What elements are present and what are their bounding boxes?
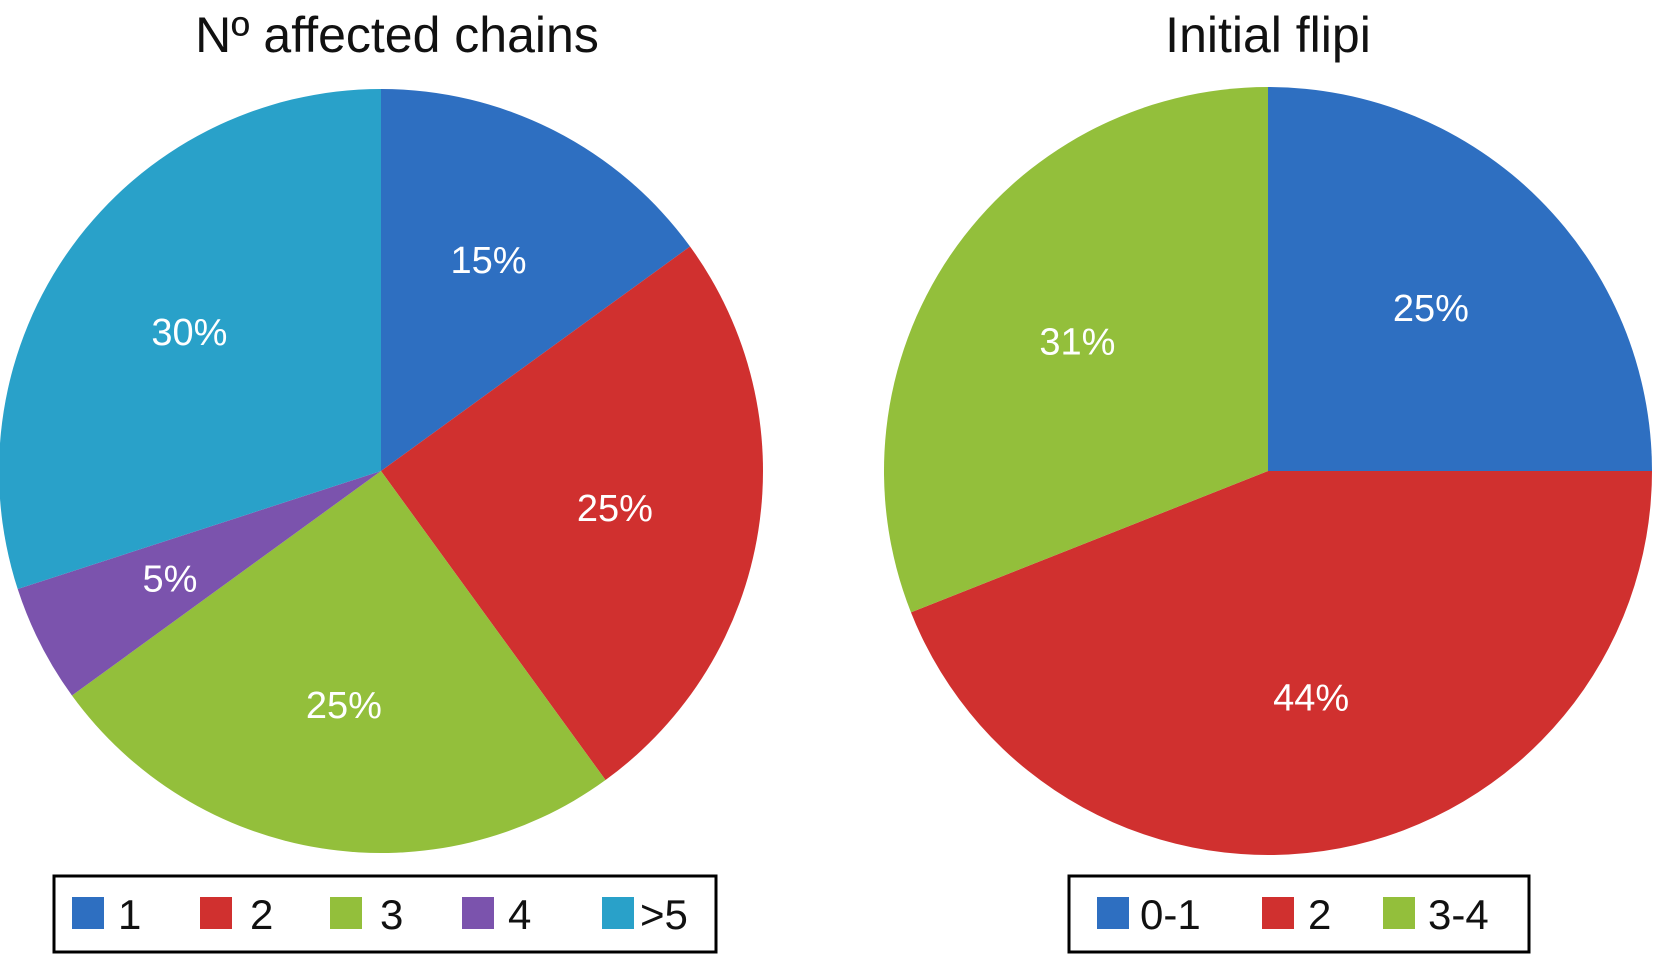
legend-swatch-0-4: [602, 897, 634, 929]
legend-initial-flipi: 0-1 2 3-4: [1097, 891, 1489, 938]
legend-label-0-4: >5: [640, 891, 688, 938]
legend-box-initial-flipi: [1067, 874, 1531, 954]
legend-label-0-3: 4: [508, 891, 531, 938]
slice-label-0-2: 25%: [306, 685, 382, 727]
legend-label-1-1: 2: [1308, 891, 1331, 938]
legend-swatch-1-0: [1097, 897, 1129, 929]
pie-slice-0-2: [71, 471, 606, 854]
legend-swatch-0-3: [462, 897, 494, 929]
pie-slice-1-2: [884, 87, 1268, 613]
legend-label-1-0: 0-1: [1140, 891, 1201, 938]
slice-labels-initial-flipi: 25% 44% 31%: [1039, 288, 1469, 719]
chart-title-initial-flipi: Initial flipi: [1165, 7, 1371, 63]
pie-slice-0-4: [0, 89, 381, 590]
chart-title-affected-chains: Nº affected chains: [195, 7, 599, 63]
pie-slice-0-0: [381, 89, 691, 471]
legend-swatch-0-0: [72, 897, 104, 929]
legend-affected-chains: 1 2 3 4 >5: [72, 891, 688, 938]
slice-label-1-2: 31%: [1039, 321, 1115, 363]
legend-label-1-2: 3-4: [1428, 891, 1489, 938]
slice-label-1-0: 25%: [1393, 288, 1469, 330]
slice-label-0-4: 30%: [151, 312, 227, 354]
slice-labels-affected-chains: 15% 25% 25% 5% 30%: [143, 240, 653, 727]
legend-label-0-1: 2: [250, 891, 273, 938]
pie-slice-1-0: [1268, 87, 1652, 471]
pie-slices-affected-chains: [0, 89, 764, 854]
slice-label-0-0: 15%: [450, 240, 526, 282]
slice-label-1-1: 44%: [1273, 677, 1349, 719]
legend-label-0-0: 1: [118, 891, 141, 938]
pie-slices-initial-flipi: [884, 87, 1652, 856]
slice-label-0-3: 5%: [143, 559, 198, 601]
legend-swatch-0-2: [330, 897, 362, 929]
slice-label-0-1: 25%: [577, 488, 653, 530]
pie-slice-0-1: [381, 246, 764, 781]
legend-swatch-1-1: [1262, 897, 1294, 929]
pie-chart-affected-chains: Nº affected chains 15% 25% 25% 5% 30% 1 2 3 4 >5: [0, 7, 764, 954]
pie-slice-1-1: [910, 471, 1652, 856]
pie-chart-initial-flipi: Initial flipi 25% 44% 31% 0-1 2 3-4: [884, 7, 1652, 954]
legend-swatch-1-2: [1383, 897, 1415, 929]
legend-label-0-2: 3: [380, 891, 403, 938]
pie-slice-0-3: [17, 471, 381, 696]
legend-swatch-0-1: [200, 897, 232, 929]
